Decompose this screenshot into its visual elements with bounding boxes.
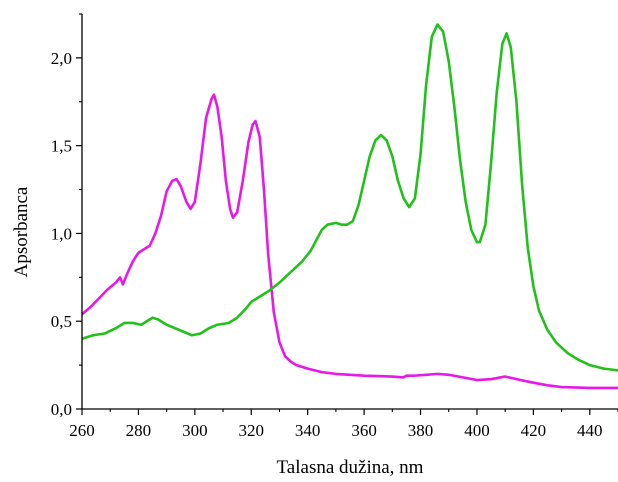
x-tick-label: 380: [408, 421, 434, 440]
y-tick-label: 0,0: [51, 400, 72, 419]
plot-lines: [82, 23, 618, 390]
series-line-2: [82, 23, 618, 372]
y-tick-label: 1,0: [51, 224, 72, 243]
x-axis-title: Talasna dužina, nm: [277, 457, 424, 478]
x-tick-label: 260: [69, 421, 95, 440]
x-tick-label: 340: [295, 421, 321, 440]
x-tick-label: 360: [351, 421, 377, 440]
y-tick-label: 0,5: [51, 312, 72, 331]
y-tick-label: 2,0: [51, 49, 72, 68]
x-tick-label: 400: [464, 421, 490, 440]
x-tick-label: 440: [577, 421, 603, 440]
x-tick-label: 300: [182, 421, 208, 440]
x-tick-label: 420: [521, 421, 547, 440]
x-tick-label: 320: [239, 421, 265, 440]
y-axis-title: Apsorbanca: [11, 186, 32, 277]
y-tick-label: 1,5: [51, 137, 72, 156]
series-line-1: [82, 93, 618, 390]
x-tick-label: 280: [126, 421, 152, 440]
y-ticks: 0,0 0,5 1,0 1,5 2,0: [51, 13, 82, 419]
x-ticks: 260 280 300 320 340 360 380 400 420 440: [69, 409, 618, 440]
axes: [81, 14, 618, 410]
